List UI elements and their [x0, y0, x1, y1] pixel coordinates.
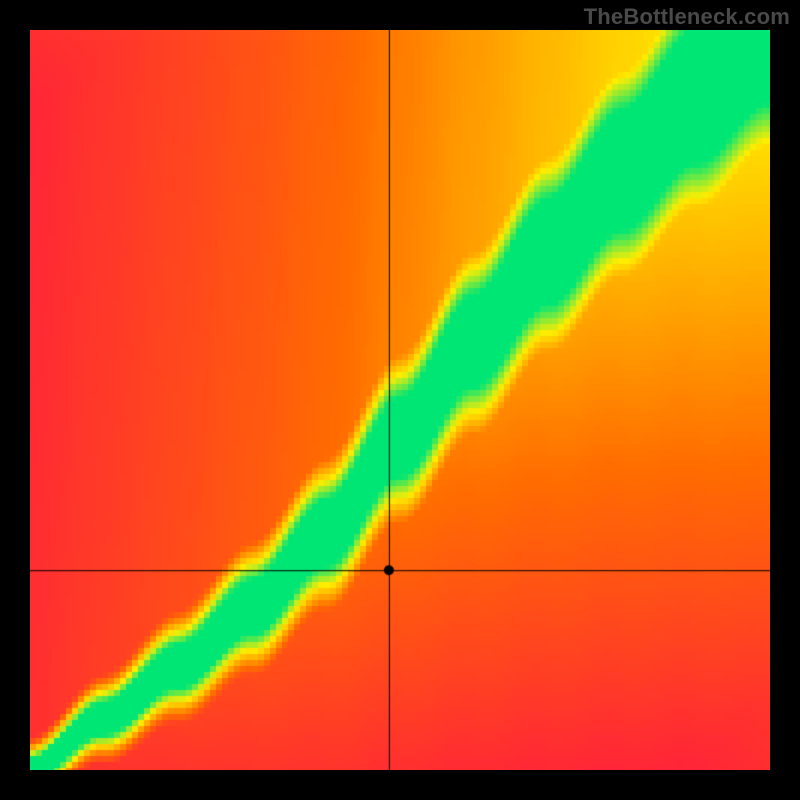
- heatmap-plot: [30, 30, 770, 770]
- chart-frame: [0, 0, 800, 800]
- watermark-text: TheBottleneck.com: [584, 4, 790, 30]
- heatmap-canvas: [30, 30, 770, 770]
